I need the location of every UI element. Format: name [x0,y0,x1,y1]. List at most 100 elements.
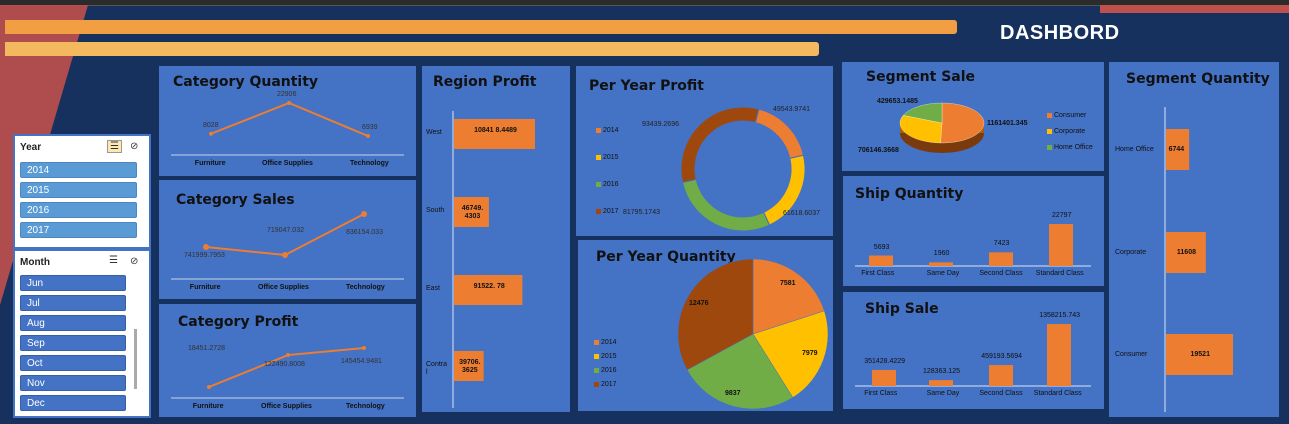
chart-title: Per Year Profit [589,78,704,94]
month-slicer[interactable]: Month ☰ ⊘ Jun Jul Aug Sep Oct Nov Dec [13,249,151,418]
data-label-office-supplies: 719047.032 [267,227,304,234]
year-item-2015[interactable]: 2015 [20,182,137,198]
month-slicer-title: Month [20,257,50,268]
tick-label-office-supplies: Office Supplies [261,403,312,410]
data-label-2014: 49543.9741 [773,106,810,113]
header-light-orange-stripe [5,42,819,56]
legend-swatch-2015 [596,155,601,160]
legend-label-2014: 2014 [601,339,617,346]
chart-title: Per Year Quantity [596,249,736,265]
bar-first-class [872,369,896,386]
legend-label-2016: 2016 [601,367,617,374]
month-item-nov[interactable]: Nov [20,375,126,391]
segment-quantity-panel: Segment Quantity Home Office 6744 Corporate… [1109,62,1279,417]
slice-2015 [752,310,829,398]
data-label-corporate: 11608 [1176,249,1196,256]
category-label-consumer: Consumer [1115,351,1148,358]
bar-consumer [1166,334,1233,375]
bar-standard-class [1047,324,1071,386]
chart-svg [855,224,1091,267]
category-profit-panel: Category Profit 18451.2728 Furniture 122490… [159,304,416,417]
per-year-profit-panel: Per Year Profit 49543.9741 61618.6037 81795… [576,66,833,236]
tick-label-first-class: First Class [861,270,895,277]
per-year-quantity-panel: Per Year Quantity 7581 7979 9837 12476 2014 20… [578,240,833,411]
year-item-2014[interactable]: 2014 [20,162,137,178]
data-label-second-class: 7423 [993,240,1010,248]
chart-svg [899,102,985,153]
chart-svg [452,111,535,408]
ship-quantity-panel: Ship Quantity 5693 First Class 1960 Same Day… [843,176,1104,286]
bar-central [454,351,484,381]
year-item-2016[interactable]: 2016 [20,202,137,218]
header-orange-stripe [5,20,957,34]
clear-filter-icon[interactable]: ⊘ [130,256,139,267]
year-slicer[interactable]: Year ☰ ⊘ 2014 2015 2016 2017 [13,134,151,249]
multi-select-icon[interactable]: ☰ [107,140,122,153]
chart-svg [171,346,404,399]
year-item-2017[interactable]: 2017 [20,222,137,238]
month-item-jul[interactable]: Jul [20,295,126,311]
chart-title: Ship Quantity [855,186,964,202]
legend-label-2014: 2014 [603,127,619,134]
slice-corporate [899,115,943,144]
legend-swatch-consumer [1047,113,1052,118]
chart-title: Category Quantity [173,74,319,90]
category-sales-panel: Category Sales 741999.7953 Furniture 719047… [159,180,416,299]
data-label-office-supplies: 22906 [277,91,297,98]
year-slicer-title: Year [20,142,42,153]
chart-title: Segment Quantity [1126,71,1270,87]
data-label-consumer: 19521 [1190,351,1210,358]
tick-label-technology: Technology [346,284,385,291]
data-label-west: 10841 8.4489 [474,127,517,134]
data-label-2016: 81795.1743 [623,209,660,216]
tick-label-first-class: First Class [864,390,898,397]
chart-svg [171,211,404,280]
legend-label-2016: 2016 [603,181,619,188]
chart-svg [855,324,1091,387]
category-label-east: East [426,285,441,292]
category-quantity-panel: Category Quantity 8028 Furniture 22906 Offic… [159,66,416,176]
bar-east [454,275,523,305]
bar-same-day [929,262,953,266]
month-item-jun[interactable]: Jun [20,275,126,291]
legend-label-2017: 2017 [603,208,619,215]
chart-title: Region Profit [433,74,537,90]
series-line [210,101,369,137]
category-label-west: West [426,129,442,136]
bar-home-office [1166,129,1190,170]
legend-swatch-2016 [594,368,599,373]
tick-label-same-day: Same Day [926,390,960,397]
data-label-2014: 7581 [780,280,796,287]
slice-consumer [940,102,985,144]
multi-select-icon[interactable]: ☰ [109,255,118,266]
category-label-south: South [426,207,445,214]
data-point-technology [361,211,367,217]
data-label-2017: 12476 [689,300,709,307]
month-item-oct[interactable]: Oct [20,355,126,371]
month-slicer-scrollbar[interactable] [134,329,137,389]
bar-first-class [869,255,893,266]
data-label-second-class: 459193.5694 [981,353,1023,361]
tick-label-standard-class: Standard Class [1033,390,1082,397]
bar-south [454,197,489,227]
tick-label-furniture: Furniture [194,160,226,167]
chart-title: Segment Sale [866,69,976,85]
data-label-technology: 836154.033 [346,229,383,236]
clear-filter-icon[interactable]: ⊘ [130,141,139,152]
data-label-2017: 93439.2696 [642,121,679,128]
legend-swatch-2014 [596,128,601,133]
legend-label-consumer: Consumer [1054,112,1087,119]
data-point-office-supplies [282,252,288,258]
data-label-2015: 7979 [802,350,818,357]
data-point-furniture [209,131,213,136]
month-item-aug[interactable]: Aug [20,315,126,331]
slice-2017 [677,258,754,371]
month-item-dec[interactable]: Dec [20,395,126,411]
data-label-corporate: 706146.3668 [858,147,899,154]
chart-svg [171,101,404,156]
segment-sale-panel: Segment Sale 1161401.345 706146.3668 429653… [842,62,1104,171]
legend-swatch-home-office [1047,145,1052,150]
month-item-sep[interactable]: Sep [20,335,126,351]
tick-label-technology: Technology [346,403,385,410]
legend-swatch-2017 [596,209,601,214]
